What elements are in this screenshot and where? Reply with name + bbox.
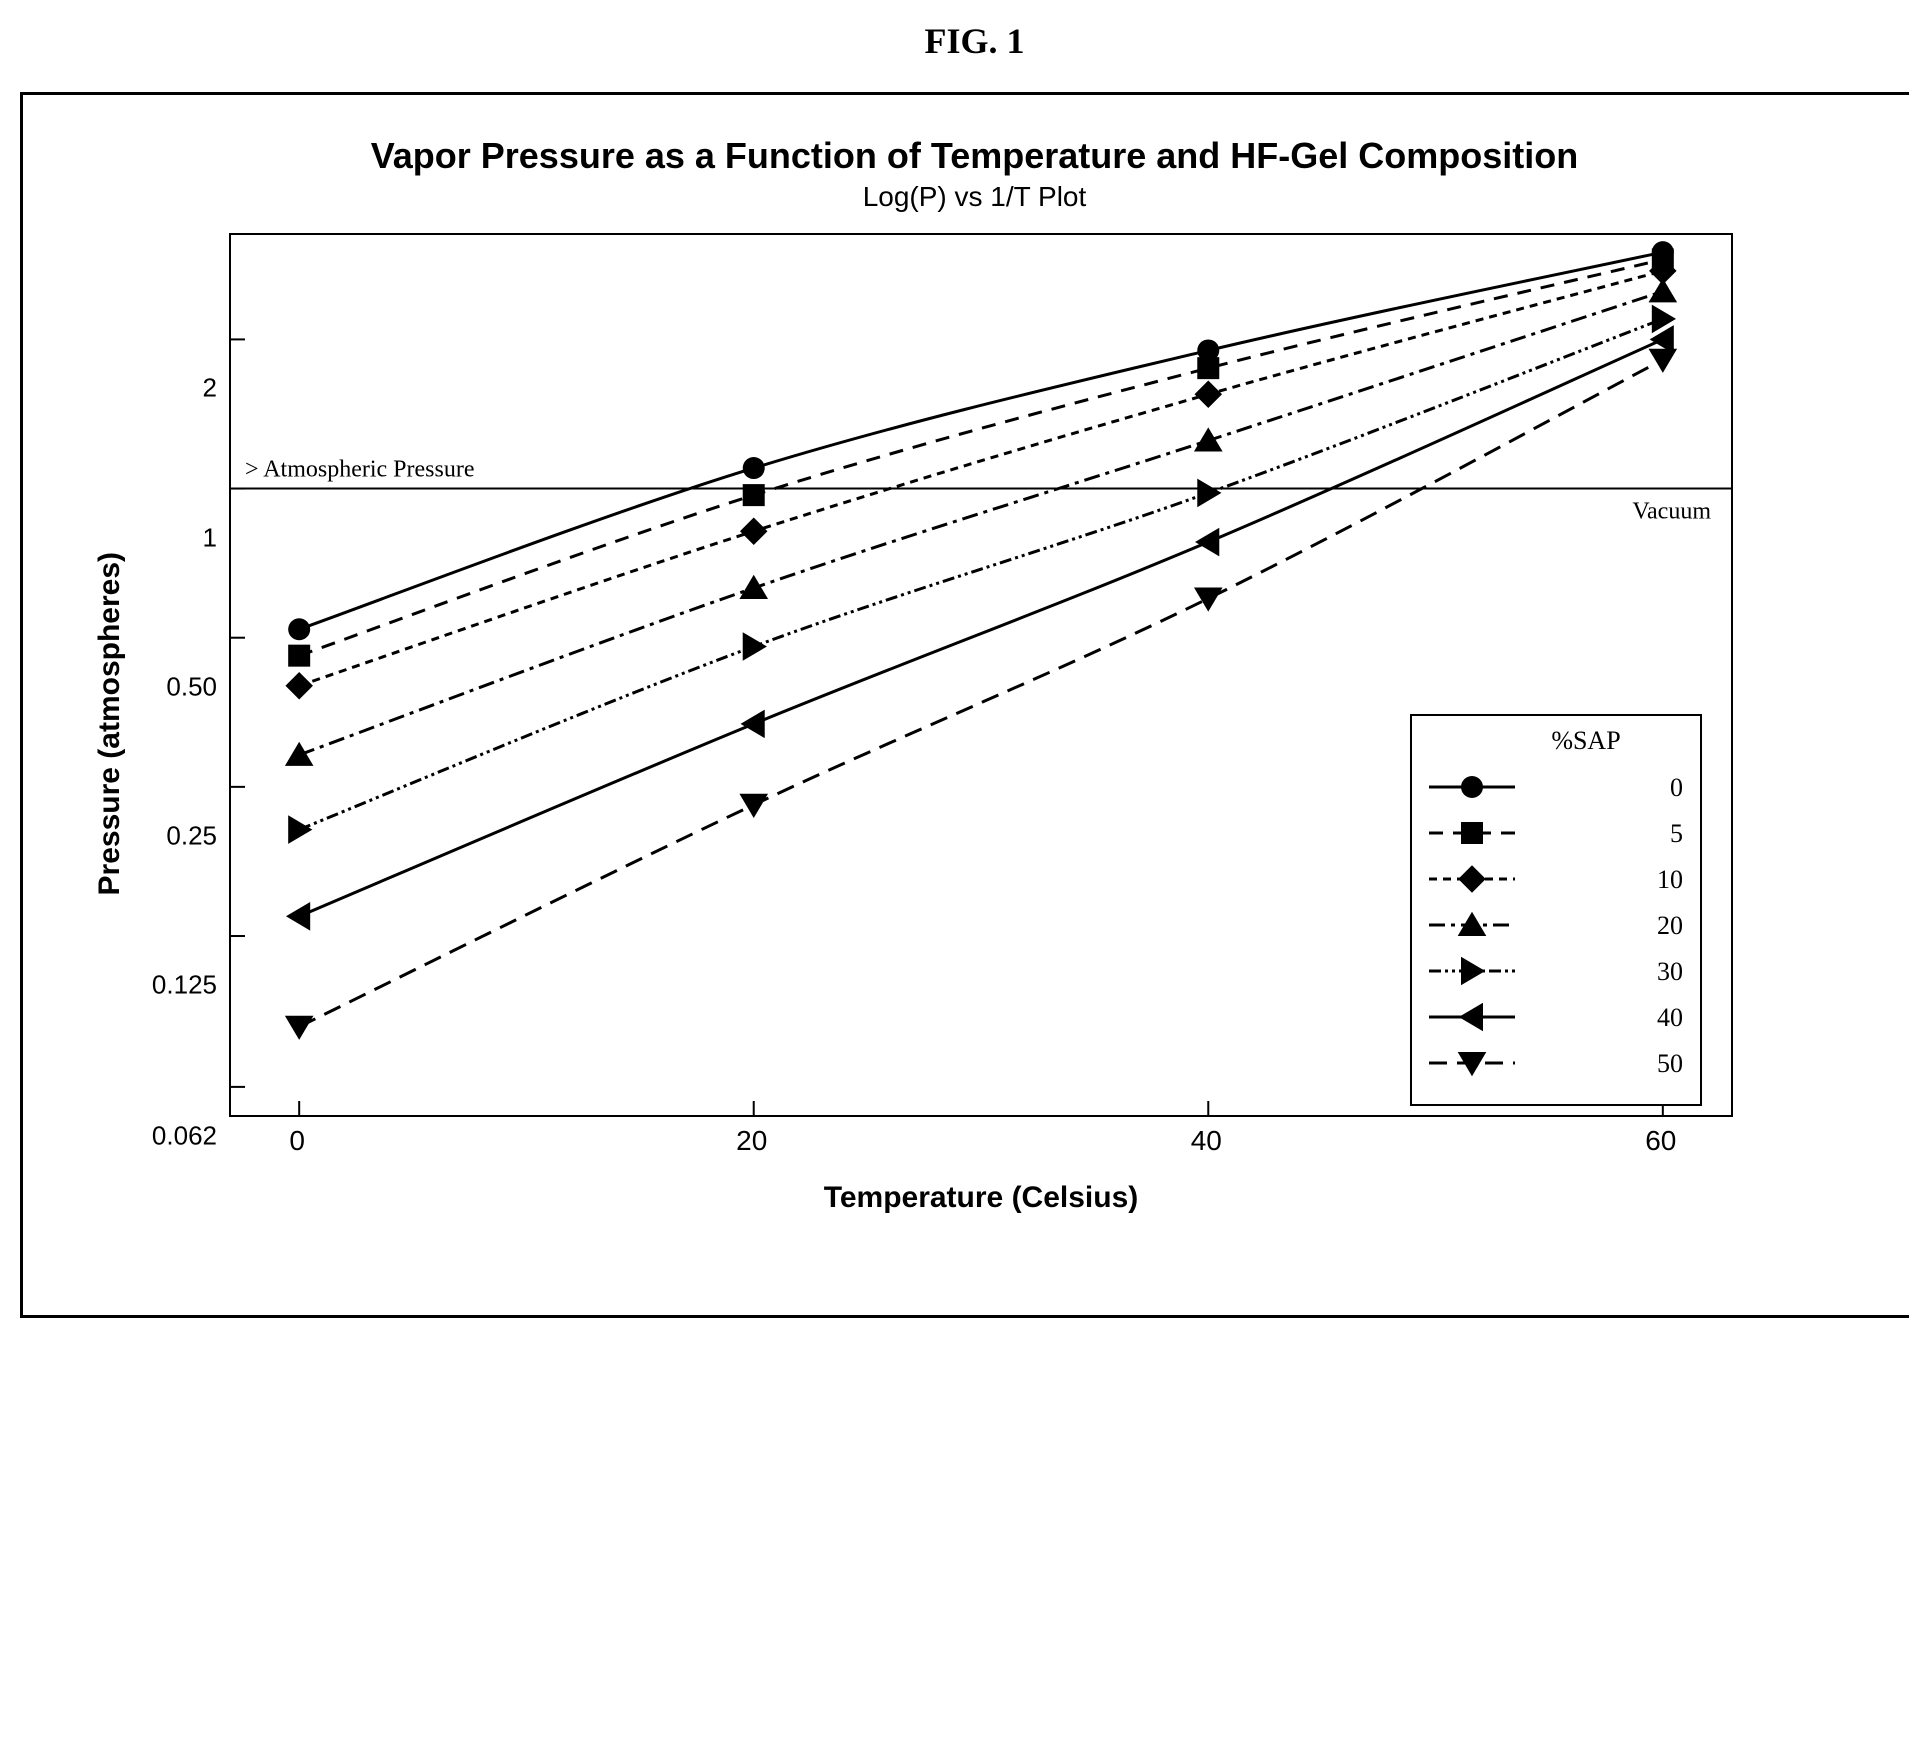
x-tick-label: 60: [1645, 1125, 1676, 1157]
svg-text:20: 20: [1657, 911, 1683, 940]
legend: %SAP 0 5 10 20 30 40 50: [1411, 715, 1701, 1105]
figure-label: FIG. 1: [20, 20, 1909, 62]
series-0: [288, 241, 1674, 640]
svg-text:30: 30: [1657, 957, 1683, 986]
svg-text:5: 5: [1670, 819, 1683, 848]
x-tick-label: 20: [736, 1125, 767, 1157]
x-axis-ticks: 0 20 40 60: [229, 1125, 1729, 1161]
plot-area: > Atmospheric Pressure Vacuum %SAP 0 5 10 20 30…: [229, 233, 1733, 1117]
svg-text:> Atmospheric Pressure: > Atmospheric Pressure: [245, 457, 475, 483]
svg-text:Vacuum: Vacuum: [1632, 499, 1711, 525]
y-tick-label: 0.25: [166, 820, 217, 851]
svg-text:0: 0: [1670, 773, 1683, 802]
plot-column: > Atmospheric Pressure Vacuum %SAP 0 5 10 20 30…: [229, 233, 1733, 1215]
svg-text:50: 50: [1657, 1049, 1683, 1078]
svg-text:10: 10: [1657, 865, 1683, 894]
y-tick-label: 1: [203, 522, 217, 553]
x-axis-label: Temperature (Celsius): [229, 1181, 1733, 1215]
y-tick-label: 2: [203, 373, 217, 404]
x-tick-label: 40: [1191, 1125, 1222, 1157]
y-tick-label: 0.125: [152, 970, 217, 1001]
svg-text:%SAP: %SAP: [1551, 726, 1620, 755]
y-axis-label: Pressure (atmospheres): [83, 552, 127, 895]
x-tick-label: 0: [289, 1125, 305, 1157]
figure: FIG. 1 Vapor Pressure as a Function of T…: [20, 20, 1909, 1318]
chart-panel: Vapor Pressure as a Function of Temperat…: [20, 92, 1909, 1318]
svg-text:40: 40: [1657, 1003, 1683, 1032]
series-5: [288, 248, 1674, 666]
chart-title: Vapor Pressure as a Function of Temperat…: [83, 135, 1866, 177]
plot-layout: Pressure (atmospheres) 0.062 0.125 0.25 0.5…: [83, 233, 1866, 1215]
series-20: [285, 278, 1677, 766]
y-tick-label: 0.50: [166, 671, 217, 702]
chart-subtitle: Log(P) vs 1/T Plot: [83, 181, 1866, 213]
y-axis-ticks: 0.062 0.125 0.25 0.50 1 2: [127, 284, 229, 1164]
y-tick-label: 0.062: [152, 1120, 217, 1151]
